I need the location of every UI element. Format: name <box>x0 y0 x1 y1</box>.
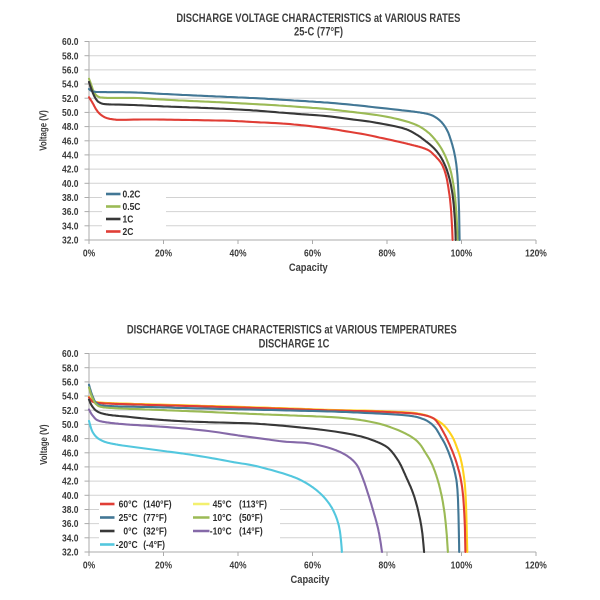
svg-text:60.0: 60.0 <box>62 36 79 47</box>
svg-text:0°C: 0°C <box>123 526 138 537</box>
svg-text:(-4°F): (-4°F) <box>143 539 165 550</box>
svg-text:25-C (77°F): 25-C (77°F) <box>294 27 343 39</box>
svg-text:54.0: 54.0 <box>62 391 79 402</box>
svg-text:(140°F): (140°F) <box>143 499 171 510</box>
svg-text:DISCHARGE VOLTAGE CHARACTERIST: DISCHARGE VOLTAGE CHARACTERISTICS at VAR… <box>127 325 457 337</box>
svg-text:42.0: 42.0 <box>62 164 79 175</box>
svg-text:0.2C: 0.2C <box>123 189 141 200</box>
svg-text:32.0: 32.0 <box>62 235 79 246</box>
svg-text:1C: 1C <box>123 214 134 225</box>
svg-text:45°C: 45°C <box>213 499 232 510</box>
svg-text:48.0: 48.0 <box>62 434 79 445</box>
svg-text:25°C: 25°C <box>119 512 138 523</box>
svg-text:80%: 80% <box>379 248 396 259</box>
svg-text:120%: 120% <box>525 560 547 571</box>
svg-text:56.0: 56.0 <box>62 377 79 388</box>
svg-text:Capacity: Capacity <box>289 262 328 274</box>
svg-text:20%: 20% <box>155 560 172 571</box>
svg-text:Voltage (V): Voltage (V) <box>37 110 48 150</box>
svg-text:46.0: 46.0 <box>62 448 79 459</box>
svg-text:60.0: 60.0 <box>62 348 79 359</box>
svg-text:38.0: 38.0 <box>62 192 79 203</box>
svg-text:(77°F): (77°F) <box>143 512 167 523</box>
svg-text:54.0: 54.0 <box>62 79 79 90</box>
svg-text:32.0: 32.0 <box>62 547 79 558</box>
svg-text:42.0: 42.0 <box>62 476 79 487</box>
svg-text:60%: 60% <box>304 560 321 571</box>
svg-text:50.0: 50.0 <box>62 419 79 430</box>
svg-text:(32°F): (32°F) <box>143 526 167 537</box>
svg-text:Voltage (V): Voltage (V) <box>38 424 49 464</box>
svg-text:38.0: 38.0 <box>62 504 79 515</box>
svg-text:36.0: 36.0 <box>62 519 79 530</box>
svg-text:60°C: 60°C <box>119 499 138 510</box>
svg-text:58.0: 58.0 <box>62 51 79 62</box>
svg-text:-20°C: -20°C <box>116 539 138 550</box>
svg-text:40.0: 40.0 <box>62 178 79 189</box>
svg-text:40%: 40% <box>230 248 247 259</box>
svg-text:58.0: 58.0 <box>62 363 79 374</box>
svg-text:56.0: 56.0 <box>62 65 79 76</box>
svg-text:100%: 100% <box>451 560 473 571</box>
svg-text:60%: 60% <box>304 248 321 259</box>
svg-text:0%: 0% <box>83 248 95 259</box>
svg-text:36.0: 36.0 <box>62 207 79 218</box>
svg-text:40%: 40% <box>230 560 247 571</box>
svg-text:46.0: 46.0 <box>62 136 79 147</box>
svg-text:100%: 100% <box>451 248 473 259</box>
svg-text:44.0: 44.0 <box>62 462 79 473</box>
svg-text:34.0: 34.0 <box>62 221 79 232</box>
svg-text:34.0: 34.0 <box>62 533 79 544</box>
svg-text:(50°F): (50°F) <box>239 512 263 523</box>
svg-text:2C: 2C <box>123 226 134 237</box>
svg-text:120%: 120% <box>525 248 547 259</box>
svg-text:52.0: 52.0 <box>62 93 79 104</box>
svg-text:10°C: 10°C <box>213 512 232 523</box>
svg-text:0.5C: 0.5C <box>123 201 141 212</box>
svg-text:52.0: 52.0 <box>62 405 79 416</box>
svg-text:48.0: 48.0 <box>62 122 79 133</box>
svg-text:80%: 80% <box>379 560 396 571</box>
svg-text:44.0: 44.0 <box>62 150 79 161</box>
svg-text:-10°C: -10°C <box>210 526 232 537</box>
svg-text:(113°F): (113°F) <box>239 499 267 510</box>
svg-text:0%: 0% <box>83 560 95 571</box>
svg-text:50.0: 50.0 <box>62 107 79 118</box>
svg-text:40.0: 40.0 <box>62 490 79 501</box>
svg-text:DISCHARGE VOLTAGE CHARACTERIST: DISCHARGE VOLTAGE CHARACTERISTICS at VAR… <box>176 13 460 25</box>
svg-text:(14°F): (14°F) <box>239 526 263 537</box>
svg-text:Capacity: Capacity <box>291 574 330 586</box>
svg-text:20%: 20% <box>155 248 172 259</box>
svg-text:DISCHARGE 1C: DISCHARGE 1C <box>259 339 330 351</box>
